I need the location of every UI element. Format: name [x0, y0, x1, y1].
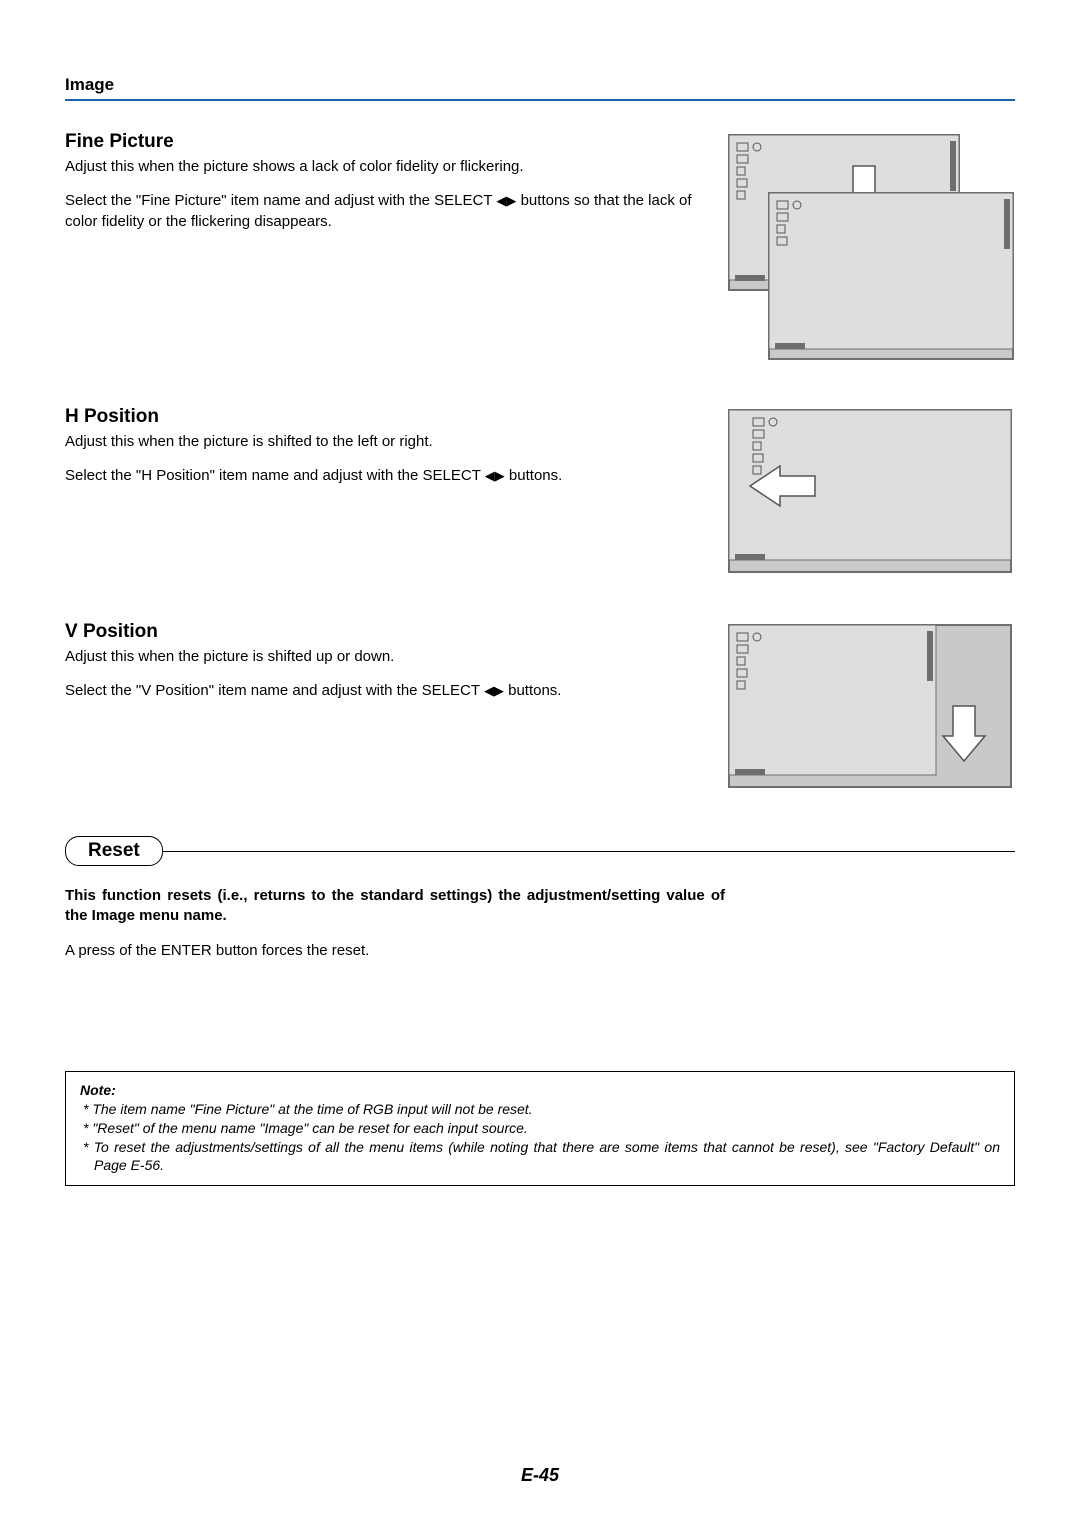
header: Image [65, 75, 1015, 101]
select-arrows-icon: ◀▶ [484, 683, 504, 698]
section-fine-picture: Fine Picture Adjust this when the pictur… [65, 131, 1015, 366]
reset-rule [163, 851, 1015, 852]
v-position-p2: Select the "V Position" item name and ad… [65, 681, 705, 701]
section-v-position: V Position Adjust this when the picture … [65, 621, 1015, 796]
fine-picture-diagram [725, 131, 1015, 366]
select-arrows-icon: ◀▶ [496, 193, 516, 208]
note-item: * The item name "Fine Picture" at the ti… [80, 1100, 1000, 1119]
reset-title: Reset [65, 836, 163, 866]
v-position-diagram [725, 621, 1015, 796]
v-position-p1: Adjust this when the picture is shifted … [65, 647, 705, 667]
note-box: Note: * The item name "Fine Picture" at … [65, 1071, 1015, 1187]
h-position-p1: Adjust this when the picture is shifted … [65, 432, 705, 452]
header-label: Image [65, 75, 114, 94]
section-h-position: H Position Adjust this when the picture … [65, 406, 1015, 581]
reset-body-text: A press of the ENTER button forces the r… [65, 941, 725, 961]
h-position-diagram [725, 406, 1015, 581]
fine-picture-p1: Adjust this when the picture shows a lac… [65, 157, 705, 177]
fine-picture-p2: Select the "Fine Picture" item name and … [65, 191, 705, 232]
note-title: Note: [80, 1082, 1000, 1098]
page-number: E-45 [0, 1465, 1080, 1486]
h-position-title: H Position [65, 406, 705, 428]
reset-bold-text: This function resets (i.e., returns to t… [65, 886, 725, 927]
v-position-title: V Position [65, 621, 705, 643]
select-arrows-icon: ◀▶ [485, 468, 505, 483]
fine-picture-title: Fine Picture [65, 131, 705, 153]
note-item: * To reset the adjustments/settings of a… [80, 1138, 1000, 1176]
h-position-p2: Select the "H Position" item name and ad… [65, 466, 705, 486]
reset-header: Reset [65, 836, 1015, 866]
note-item: * "Reset" of the menu name "Image" can b… [80, 1119, 1000, 1138]
